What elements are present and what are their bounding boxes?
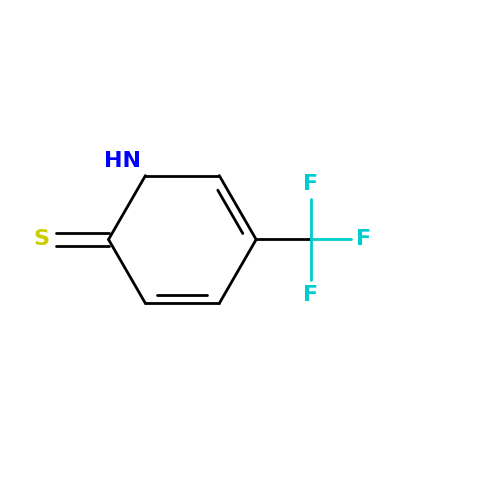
Text: F: F — [356, 229, 371, 250]
Text: F: F — [303, 174, 319, 194]
Text: S: S — [33, 229, 49, 250]
Text: F: F — [303, 285, 319, 305]
Text: HN: HN — [103, 151, 141, 171]
